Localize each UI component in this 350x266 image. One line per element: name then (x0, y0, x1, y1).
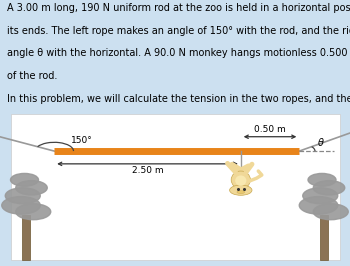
Circle shape (313, 204, 348, 220)
FancyBboxPatch shape (320, 215, 328, 260)
Text: angle θ with the horizontal. A 90.0 N monkey hangs motionless 0.500 m from the r: angle θ with the horizontal. A 90.0 N mo… (7, 48, 350, 59)
Circle shape (303, 188, 338, 204)
Ellipse shape (235, 176, 246, 186)
Circle shape (5, 188, 40, 204)
Circle shape (2, 197, 40, 214)
Circle shape (16, 204, 51, 220)
Text: A 3.00 m long, 190 N uniform rod at the zoo is held in a horizontal position by : A 3.00 m long, 190 N uniform rod at the … (7, 3, 350, 13)
Ellipse shape (237, 191, 245, 194)
FancyBboxPatch shape (22, 215, 30, 260)
Text: of the rod.: of the rod. (7, 71, 57, 81)
FancyBboxPatch shape (10, 114, 340, 260)
Text: In this problem, we will calculate the tension in the two ropes, and the angle θ: In this problem, we will calculate the t… (7, 94, 350, 104)
Text: 0.50 m: 0.50 m (254, 125, 286, 134)
Text: θ: θ (317, 138, 323, 148)
Circle shape (299, 197, 338, 214)
Text: 150°: 150° (71, 136, 93, 145)
Text: its ends. The left rope makes an angle of 150° with the rod, and the right rope : its ends. The left rope makes an angle o… (7, 26, 350, 36)
Circle shape (10, 173, 38, 186)
Circle shape (308, 173, 336, 186)
Circle shape (16, 181, 47, 195)
Text: 2.50 m: 2.50 m (132, 166, 163, 175)
Circle shape (230, 185, 252, 195)
Ellipse shape (231, 171, 250, 189)
Circle shape (313, 181, 345, 195)
